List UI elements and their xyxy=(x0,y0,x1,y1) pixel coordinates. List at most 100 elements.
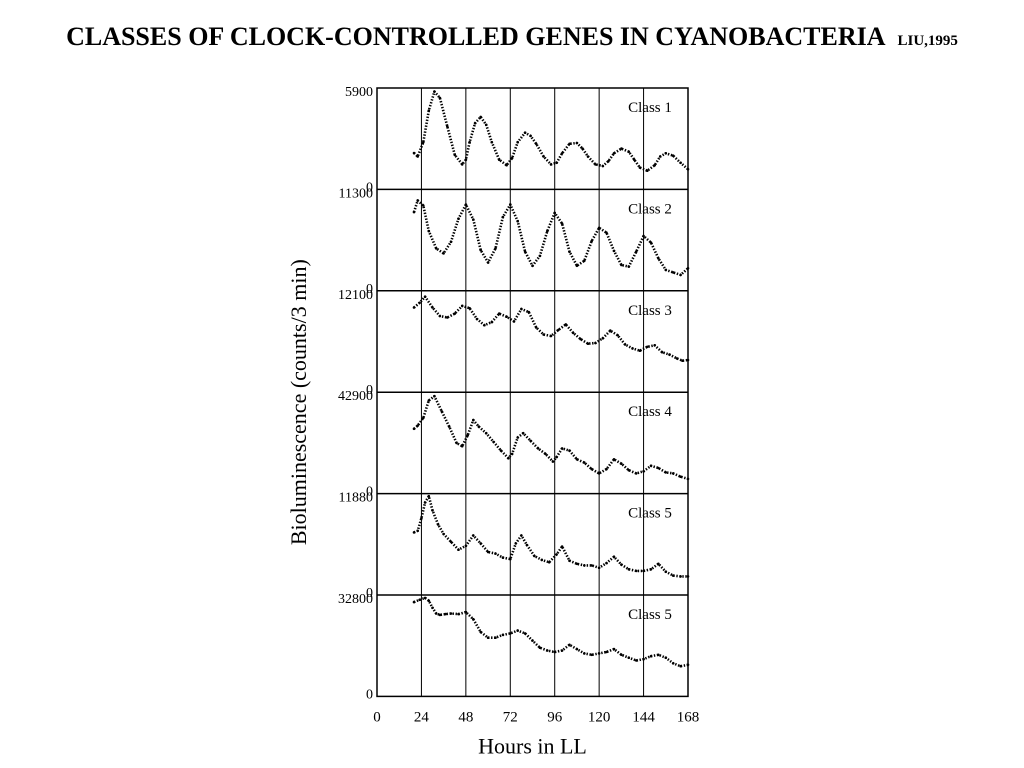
y-tick-label-max: 32800 xyxy=(338,592,373,607)
data-point xyxy=(657,653,660,657)
data-point xyxy=(634,659,638,662)
data-point xyxy=(497,312,501,315)
data-point xyxy=(546,229,549,233)
data-point xyxy=(638,166,642,169)
data-point xyxy=(447,425,451,428)
data-point xyxy=(664,570,668,573)
data-point xyxy=(583,461,586,464)
y-tick-label-zero: 0 xyxy=(366,383,373,398)
data-point xyxy=(433,394,436,398)
data-point xyxy=(464,610,468,614)
data-point xyxy=(679,273,682,277)
data-point xyxy=(560,152,564,155)
y-tick-label-zero: 0 xyxy=(366,282,373,297)
data-point xyxy=(594,341,597,345)
x-tick-label: 96 xyxy=(547,709,563,725)
data-point xyxy=(597,226,601,230)
data-point xyxy=(494,636,497,639)
title-text: CLASSES OF CLOCK-CONTROLLED GENES IN CYA… xyxy=(66,22,886,51)
data-point xyxy=(653,163,656,167)
data-traces xyxy=(412,90,690,668)
data-point xyxy=(509,203,512,206)
data-point xyxy=(455,441,458,445)
data-point xyxy=(664,656,668,659)
data-point xyxy=(453,153,457,157)
data-point xyxy=(605,561,608,565)
data-point xyxy=(564,323,568,326)
data-point xyxy=(671,662,675,665)
y-tick-label-zero: 0 xyxy=(366,485,373,500)
data-point xyxy=(492,440,495,444)
data-point xyxy=(416,529,420,533)
data-point xyxy=(679,575,682,578)
data-point xyxy=(601,337,605,340)
data-point xyxy=(423,596,427,600)
data-point xyxy=(512,320,516,323)
x-axis: 0 24 48 72 96 120 144 168 xyxy=(373,709,699,725)
data-point xyxy=(457,217,460,220)
x-axis-label: Hours in LL xyxy=(478,733,587,758)
data-point xyxy=(664,471,668,474)
data-point xyxy=(627,468,631,472)
data-point xyxy=(660,350,664,354)
y-tick-label-zero: 0 xyxy=(366,586,373,601)
data-point xyxy=(579,337,582,341)
data-point xyxy=(583,652,586,655)
data-point xyxy=(590,564,593,567)
panel-label: Class 5 xyxy=(628,607,672,623)
data-point xyxy=(468,306,471,310)
data-point xyxy=(536,447,540,450)
data-point xyxy=(449,540,453,544)
x-tick-label: 144 xyxy=(632,709,655,725)
data-point xyxy=(616,334,619,337)
data-point xyxy=(586,155,590,158)
data-point xyxy=(509,557,512,561)
panel-label: Class 4 xyxy=(628,404,672,420)
citation-text: LIU,1995 xyxy=(897,33,958,49)
data-point xyxy=(671,574,675,577)
data-point xyxy=(671,154,675,157)
data-point xyxy=(642,234,645,238)
x-tick-label: 120 xyxy=(588,709,611,725)
data-point xyxy=(560,222,564,225)
data-point xyxy=(527,310,531,314)
data-point xyxy=(553,211,556,215)
data-point xyxy=(620,147,623,150)
data-point xyxy=(422,204,425,207)
data-point xyxy=(427,494,431,498)
data-point xyxy=(475,317,479,321)
data-point xyxy=(438,613,442,617)
data-point xyxy=(501,556,505,559)
data-point xyxy=(658,155,662,158)
data-point xyxy=(560,649,564,652)
data-point xyxy=(509,632,512,635)
data-point xyxy=(679,664,682,668)
data-point xyxy=(597,652,601,655)
data-point xyxy=(605,231,608,234)
data-point xyxy=(679,475,682,479)
data-point xyxy=(423,295,427,299)
data-point xyxy=(612,555,616,559)
data-point xyxy=(568,449,571,452)
data-point xyxy=(657,562,660,566)
data-point xyxy=(497,158,501,161)
data-point xyxy=(412,151,416,155)
data-point xyxy=(468,140,471,144)
data-point xyxy=(472,534,475,537)
data-point xyxy=(590,467,593,471)
data-point xyxy=(479,630,483,634)
data-point xyxy=(484,431,488,435)
data-point xyxy=(627,568,631,571)
y-tick-label-max: 11300 xyxy=(339,186,373,201)
data-point xyxy=(601,164,605,168)
data-point xyxy=(612,458,616,461)
data-point xyxy=(586,342,590,346)
data-point xyxy=(494,552,497,555)
data-point xyxy=(479,248,483,252)
data-point xyxy=(534,326,538,329)
y-tick-label-max: 5900 xyxy=(345,85,373,100)
y-axis-label: Bioluminescence (counts/3 min) xyxy=(286,259,311,545)
data-point xyxy=(657,257,660,260)
data-point xyxy=(505,163,508,167)
